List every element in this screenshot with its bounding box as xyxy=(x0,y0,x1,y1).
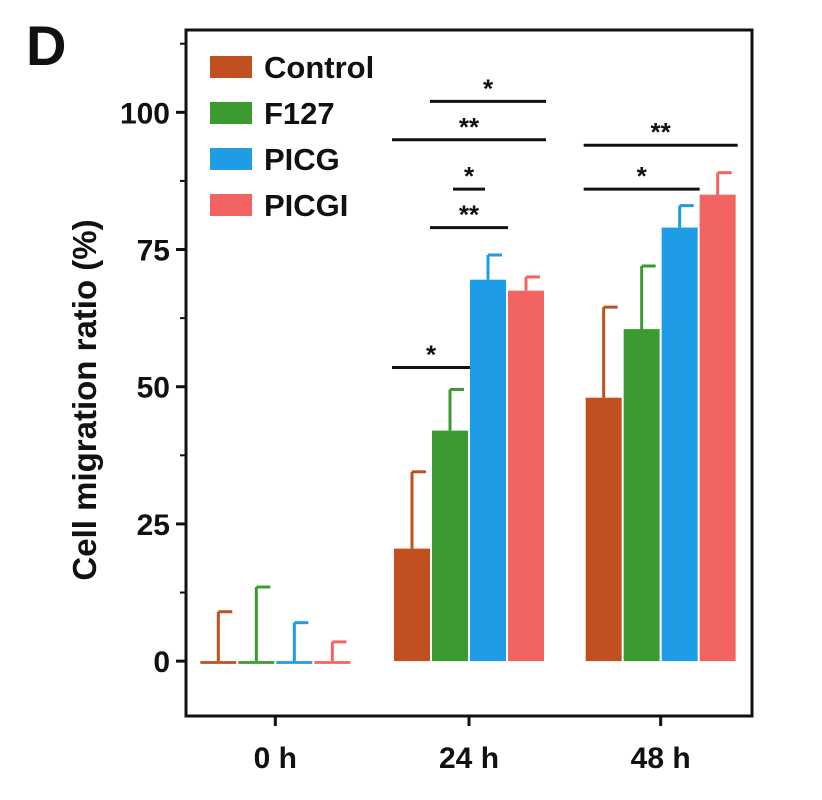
bar-f127-48h xyxy=(623,329,660,662)
bar-picg-24h xyxy=(470,279,506,662)
bar-control-24h xyxy=(394,548,430,662)
significance-annotations: ********** xyxy=(392,73,738,370)
x-tick-label: 0 h xyxy=(254,742,297,775)
bar-f127-0h xyxy=(238,661,275,664)
y-axis-label: Cell migration ratio (%) xyxy=(66,219,103,580)
bar-control-0h xyxy=(200,661,237,664)
y-tick-label: 100 xyxy=(120,97,170,130)
y-tick-label: 75 xyxy=(137,235,170,268)
bar-control-48h xyxy=(585,397,622,662)
bar-f127-24h xyxy=(432,430,468,662)
panel-label: D xyxy=(26,14,67,77)
legend-swatch-picgi xyxy=(210,194,252,216)
bar-picgi-0h xyxy=(314,661,351,664)
axes: 0 25 50 75 100 0 h 24 h 48 h xyxy=(120,28,754,775)
bar-picg-48h xyxy=(661,227,698,662)
legend-label-picgi: PICGI xyxy=(264,188,348,223)
significance-stars: * xyxy=(426,340,437,370)
significance-stars: * xyxy=(483,73,494,103)
y-tick-label: 25 xyxy=(137,509,170,542)
legend-swatch-picg xyxy=(210,148,252,170)
error-bars xyxy=(216,171,732,662)
bar-picgi-48h xyxy=(699,194,736,662)
bar-picgi-24h xyxy=(508,290,544,662)
bars xyxy=(200,194,736,664)
y-tick-label: 0 xyxy=(153,646,170,679)
significance-stars: ** xyxy=(459,200,480,230)
legend-label-f127: F127 xyxy=(264,96,335,131)
bar-picg-0h xyxy=(276,661,313,664)
legend: Control F127 PICG PICGI xyxy=(210,50,374,223)
legend-swatch-control xyxy=(210,56,252,78)
significance-stars: ** xyxy=(459,112,480,142)
significance-stars: * xyxy=(637,161,648,191)
legend-swatch-f127 xyxy=(210,102,252,124)
y-tick-label: 50 xyxy=(137,372,170,405)
x-tick-label: 48 h xyxy=(631,742,691,775)
significance-stars: * xyxy=(464,161,475,191)
x-tick-label: 24 h xyxy=(439,742,499,775)
significance-stars: ** xyxy=(651,117,672,147)
legend-label-picg: PICG xyxy=(264,142,340,177)
legend-label-control: Control xyxy=(264,50,374,85)
